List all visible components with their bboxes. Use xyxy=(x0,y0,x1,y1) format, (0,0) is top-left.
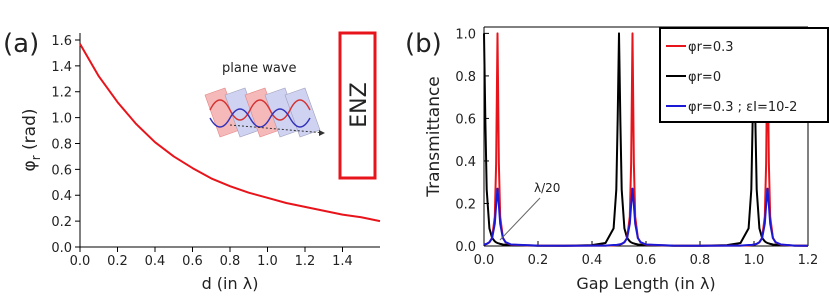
legend-box xyxy=(659,27,829,123)
data-line xyxy=(483,187,809,247)
y-tick-label: 0.8 xyxy=(51,137,72,152)
x-axis-label: d (in λ) xyxy=(202,274,259,293)
x-tick-label: 0.8 xyxy=(220,254,241,269)
y-tick-label: 1.4 xyxy=(51,60,72,75)
x-tick-label: 1.2 xyxy=(798,253,819,268)
x-tick-label: 0.6 xyxy=(636,253,657,268)
x-tick-label: 1.4 xyxy=(332,254,353,269)
plane-wave-illustration xyxy=(204,87,326,138)
annotation: plane wave xyxy=(222,61,297,76)
y-axis-label: φr (rad) xyxy=(20,108,43,171)
panel-label: (b) xyxy=(405,29,442,59)
x-axis-label: Gap Length (in λ) xyxy=(576,274,715,293)
y-tick-label: 0.6 xyxy=(51,163,72,178)
y-tick-label: 0.4 xyxy=(51,189,72,204)
annotation: λ/20 xyxy=(534,181,560,195)
x-tick-label: 0.8 xyxy=(690,253,711,268)
x-tick-label: 0.6 xyxy=(182,254,203,269)
data-line xyxy=(483,32,809,247)
y-tick-label: 0.2 xyxy=(455,197,476,212)
annotation: ENZ xyxy=(347,82,372,127)
x-tick-label: 0.0 xyxy=(474,253,495,268)
y-tick-label: 0.4 xyxy=(455,155,476,170)
x-tick-label: 1.0 xyxy=(257,254,278,269)
y-tick-label: 0.8 xyxy=(455,70,476,85)
x-tick-label: 0.2 xyxy=(107,254,128,269)
y-axis-label-part: r xyxy=(29,155,43,160)
x-tick-label: 0.4 xyxy=(582,253,603,268)
enz-box xyxy=(338,31,377,180)
x-tick-label: 0.0 xyxy=(70,254,91,269)
y-tick-label: 0.0 xyxy=(51,241,72,256)
legend-label: φr=0.3 xyxy=(688,40,734,55)
x-tick-label: 0.2 xyxy=(528,253,549,268)
legend-label: φr=0.3 ; εI=10-2 xyxy=(688,100,797,115)
y-tick-label: 0.6 xyxy=(455,112,476,127)
y-axis-label-part: (rad) xyxy=(20,108,40,155)
y-tick-label: 1.6 xyxy=(51,34,72,49)
legend-label: φr=0 xyxy=(688,70,721,85)
y-tick-label: 0.2 xyxy=(51,215,72,230)
data-line xyxy=(79,43,381,223)
y-tick-label: 1.0 xyxy=(51,112,72,127)
y-axis-label: Transmittance xyxy=(424,76,444,198)
panel-label: (a) xyxy=(3,29,39,59)
y-axis-label-part: φ xyxy=(20,160,40,171)
x-tick-label: 0.4 xyxy=(145,254,166,269)
y-tick-label: 0.0 xyxy=(455,240,476,255)
annotation-arrow xyxy=(499,197,541,241)
y-tick-label: 1.2 xyxy=(51,86,72,101)
y-tick-label: 1.0 xyxy=(455,27,476,42)
x-tick-label: 1.2 xyxy=(295,254,316,269)
x-tick-label: 1.0 xyxy=(744,253,765,268)
